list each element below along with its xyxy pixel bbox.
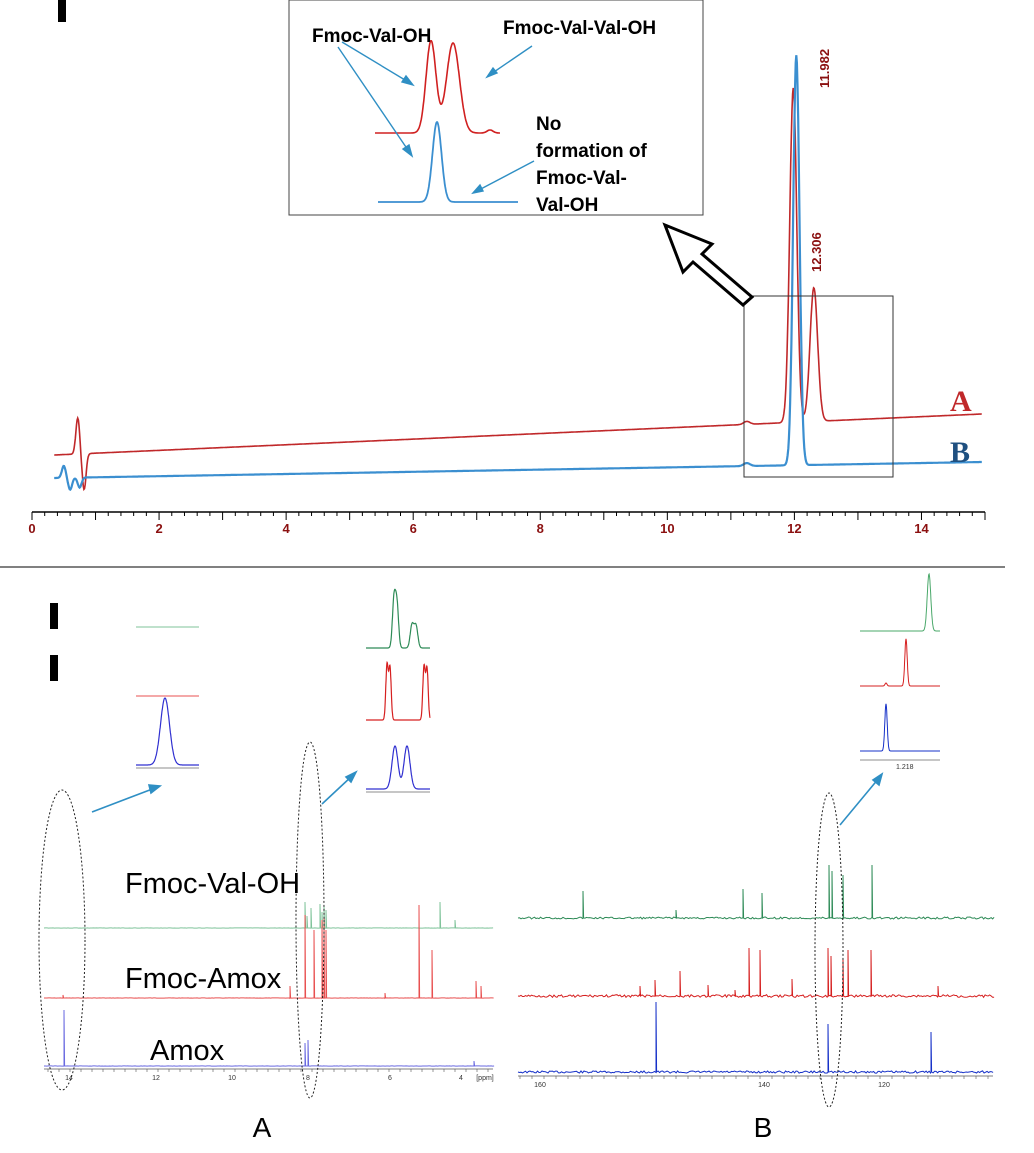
zoom-arrow bbox=[662, 222, 755, 307]
ellipse-highlight-3 bbox=[814, 792, 844, 1108]
inset-note-line-4: Val-OH bbox=[536, 195, 598, 216]
series-b-label: B bbox=[950, 436, 970, 469]
nmr-panel-b: 160 140 120 1.218 B bbox=[517, 572, 995, 1143]
panel-marker-mid-2 bbox=[50, 655, 58, 681]
inset-frame bbox=[288, 0, 704, 216]
inset-note-line-3: Fmoc-Val- bbox=[536, 168, 627, 189]
nmr-b-zoom-arrow bbox=[839, 772, 884, 826]
nmr-tick-label: 4 bbox=[459, 1075, 463, 1082]
ellipse-highlight-2 bbox=[295, 741, 325, 1099]
zoom-box bbox=[743, 295, 894, 478]
hplc-tick-label: 14 bbox=[914, 521, 929, 536]
spectrum-label-fmoc-val-oh: Fmoc-Val-OH bbox=[125, 868, 300, 900]
nmr-tick-label: 10 bbox=[228, 1075, 236, 1082]
nmr-tick-label: 8 bbox=[306, 1075, 310, 1082]
series-a-label: A bbox=[950, 385, 972, 418]
nmr-b-inset-tick: 1.218 bbox=[896, 764, 914, 771]
hplc-tick-label: 0 bbox=[28, 521, 35, 536]
nmr-tick-label: 12 bbox=[152, 1075, 160, 1082]
nmr-tick-label: 14 bbox=[65, 1075, 73, 1082]
hplc-tick-label: 6 bbox=[410, 521, 417, 536]
hplc-inset: Fmoc-Val-OH Fmoc-Val-Val-OH No formation… bbox=[288, 0, 704, 216]
hplc-tick-label: 4 bbox=[283, 521, 291, 536]
nmr-b-ticks: 160 140 120 bbox=[519, 1076, 989, 1089]
peak-label-1: 11.982 bbox=[817, 49, 832, 88]
inset-label-fmoc-val-val-oh: Fmoc-Val-Val-OH bbox=[503, 18, 656, 39]
hplc-tick-label: 8 bbox=[537, 521, 544, 536]
hplc-tick-label: 2 bbox=[155, 521, 162, 536]
nmr-a-trace-fmoc-val-oh bbox=[43, 901, 494, 930]
spectrum-label-amox: Amox bbox=[150, 1035, 225, 1067]
nmr-tick-label: 160 bbox=[534, 1082, 546, 1089]
inset-trace-b bbox=[378, 121, 518, 203]
nmr-tick-label: 120 bbox=[878, 1082, 890, 1089]
panel-label-b: B bbox=[754, 1112, 773, 1143]
panel-label-a: A bbox=[253, 1112, 272, 1143]
nmr-b-inset: 1.218 bbox=[860, 572, 940, 771]
nmr-a-ticks: 14 12 10 8 6 4 [ppm] bbox=[47, 1069, 494, 1082]
peak-label-2: 12.306 bbox=[809, 232, 824, 272]
inset-note-line-1: No bbox=[536, 114, 561, 135]
nmr-a-trace-amox bbox=[44, 1009, 495, 1067]
hplc-tick-labels: 0 2 4 6 8 10 12 14 bbox=[28, 521, 929, 536]
hplc-x-axis bbox=[31, 511, 986, 520]
inset-arrows bbox=[337, 41, 535, 195]
nmr-a-inset-1 bbox=[136, 626, 199, 769]
nmr-a-inset-2 bbox=[366, 588, 431, 793]
nmr-a-trace-fmoc-amox bbox=[44, 904, 494, 1000]
spectrum-label-fmoc-amox: Fmoc-Amox bbox=[125, 963, 282, 995]
inset-note-line-2: formation of bbox=[536, 141, 647, 162]
hplc-chromatogram: 0 2 4 6 8 10 12 14 11.982 12.306 A B bbox=[28, 49, 986, 536]
ellipse-highlight-1 bbox=[38, 789, 86, 1091]
hplc-tick-label: 10 bbox=[660, 521, 674, 536]
nmr-b-trace-fmoc-val-oh bbox=[517, 864, 995, 920]
nmr-tick-label: 140 bbox=[758, 1082, 770, 1089]
trace-a bbox=[54, 87, 982, 492]
nmr-tick-label: 6 bbox=[388, 1075, 392, 1082]
nmr-b-trace-amox bbox=[517, 1001, 994, 1074]
inset-label-fmoc-val-oh: Fmoc-Val-OH bbox=[312, 26, 431, 47]
trace-b bbox=[54, 55, 982, 492]
nmr-panel-a: 14 12 10 8 6 4 [ppm] Fmoc-Val-OH Fmoc-Amox Amo… bbox=[38, 588, 495, 1143]
nmr-b-trace-fmoc-amox bbox=[517, 947, 995, 999]
hplc-tick-label: 12 bbox=[787, 521, 801, 536]
panel-marker-top bbox=[58, 0, 66, 22]
nmr-tick-label: [ppm] bbox=[476, 1075, 494, 1082]
panel-marker-mid-1 bbox=[50, 603, 58, 629]
nmr-a-zoom-arrows bbox=[91, 770, 358, 813]
